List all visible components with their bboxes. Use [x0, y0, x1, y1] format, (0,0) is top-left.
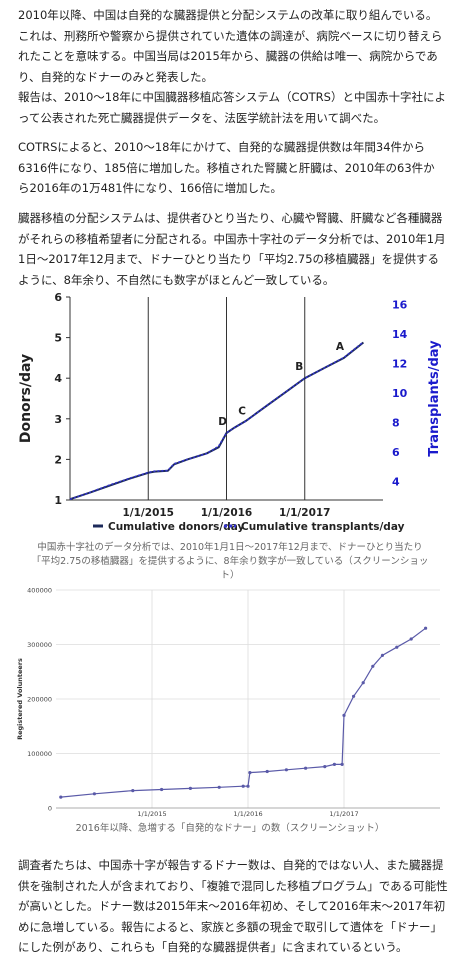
- data-point: [371, 664, 375, 668]
- data-point: [342, 713, 346, 717]
- data-point: [395, 645, 399, 649]
- y-tick-label: 0: [48, 805, 52, 813]
- legend-label-donors: Cumulative donors/day: [108, 521, 244, 533]
- data-point: [188, 786, 192, 790]
- data-point: [131, 789, 135, 793]
- x-tick-label: 1/1/2017: [329, 810, 358, 818]
- chart1-caption: 中国赤十字社のデータ分析では、2010年1月1日～2017年12月まで、ドナーひ…: [31, 542, 429, 581]
- data-point: [160, 787, 164, 792]
- data-point: [409, 637, 413, 641]
- y-tick-label: 5: [54, 332, 62, 345]
- paragraph-3: COTRSによると、2010～18年にかけて、自発的な臓器提供数は年間34件から…: [18, 140, 435, 195]
- annotation-B: B: [295, 361, 303, 373]
- y2-tick-label: 14: [392, 328, 408, 341]
- x-tick-label: 1/1/2016: [233, 810, 262, 818]
- data-point: [304, 766, 308, 770]
- y2-tick-label: 8: [392, 416, 400, 429]
- paragraph-4: 臓器移植の分配システムは、提供者ひとり当たり、心臓や腎臓、肝臓など各種臓器がそれ…: [18, 211, 446, 287]
- y-tick-label: 300000: [27, 641, 52, 649]
- annotation-C: C: [238, 406, 246, 418]
- y-tick-label: 1: [54, 494, 62, 507]
- y-axis-label: Registered Volunteers: [16, 658, 24, 740]
- y2-axis-label: Transplants/day: [427, 340, 442, 457]
- data-point: [241, 784, 245, 788]
- y2-tick-label: 10: [392, 387, 408, 400]
- y2-tick-label: 12: [392, 357, 407, 370]
- data-point: [380, 653, 384, 657]
- paragraph-2: 報告は、2010～18年に中国臓器移植応答システム（COTRS）と中国赤十字社に…: [18, 90, 446, 125]
- series-line-donors: [69, 341, 365, 501]
- x-tick-label: 1/1/2016: [201, 507, 253, 519]
- data-point: [332, 762, 336, 766]
- y2-tick-label: 6: [392, 446, 400, 459]
- y2-tick-label: 16: [392, 298, 408, 311]
- paragraph-1: 2010年以降、中国は自発的な臓器提供と分配システムの改革に取り組んでいる。これ…: [18, 8, 443, 84]
- data-point: [248, 771, 252, 775]
- annotation-D: D: [218, 416, 227, 428]
- data-point: [352, 694, 356, 698]
- x-tick-label: 1/1/2015: [122, 507, 174, 519]
- chart2-caption: 2016年以降、急増する「自発的なドナー」の数（スクリーンショット）: [75, 823, 385, 834]
- series-line-volunteers: [60, 627, 426, 798]
- y-tick-label: 4: [54, 372, 62, 385]
- y-tick-label: 3: [54, 413, 62, 426]
- data-point: [246, 784, 250, 788]
- y2-tick-label: 4: [392, 476, 400, 489]
- x-tick-label: 1/1/2017: [279, 507, 331, 519]
- paragraph-5: 調査者たちは、中国赤十字が報告するドナー数は、自発的ではない人、また臓器提供を強…: [18, 858, 448, 954]
- data-point: [92, 792, 96, 796]
- y-tick-label: 100000: [27, 750, 52, 758]
- data-point: [424, 626, 428, 630]
- data-point: [284, 768, 288, 772]
- y-tick-label: 200000: [27, 696, 52, 704]
- legend-label-transplants: Cumulative transplants/day: [241, 521, 405, 533]
- data-point: [340, 762, 344, 766]
- y-tick-label: 6: [54, 291, 62, 304]
- y-axis-label: Donors/day: [18, 354, 34, 443]
- y-tick-label: 2: [54, 453, 62, 466]
- data-point: [217, 785, 221, 789]
- data-point: [265, 769, 269, 774]
- data-point: [59, 795, 63, 799]
- data-point: [323, 765, 327, 769]
- registered-volunteers-chart: 0 100000 200000 300000 400000 1/1/2015 1/1/201…: [16, 587, 440, 818]
- annotation-A: A: [336, 341, 345, 353]
- data-point: [361, 681, 365, 685]
- x-tick-label: 1/1/2015: [137, 810, 166, 818]
- y-tick-label: 400000: [27, 587, 52, 595]
- series-line-transplants: [69, 341, 364, 501]
